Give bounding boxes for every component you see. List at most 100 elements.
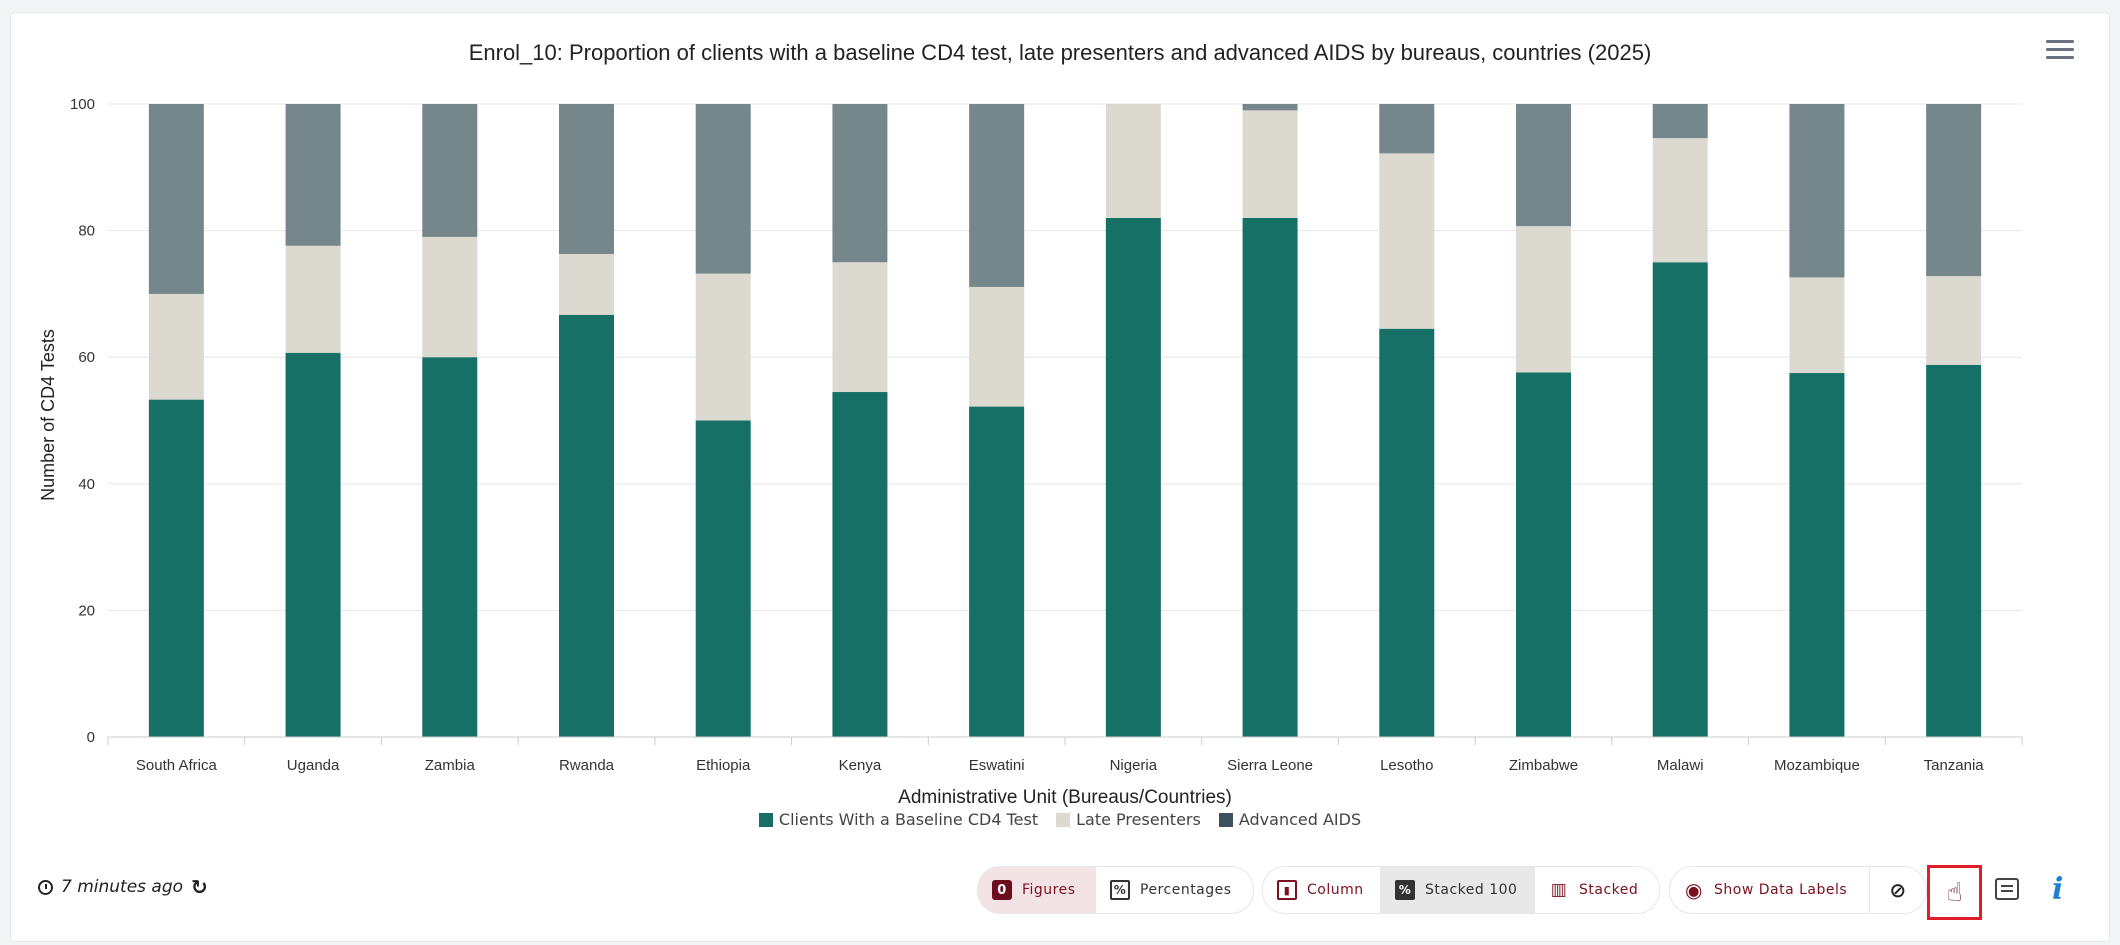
bar-segment [1242, 217, 1298, 737]
value-mode-toggle: 0 Figures % Percentages [977, 866, 1254, 914]
bar-segment [1379, 328, 1435, 737]
percent-icon: % [1110, 880, 1130, 900]
column-chart-icon: ▮ [1277, 880, 1297, 900]
legend-swatch [1056, 812, 1071, 827]
bar-segment [148, 399, 204, 737]
y-tick-label: 20 [78, 602, 95, 619]
chart-type-toggle: ▮ Column % Stacked 100 ▥ Stacked [1262, 866, 1660, 914]
chart-legend: Clients With a Baseline CD4 Test Late Pr… [0, 810, 2120, 829]
bar-segment [1926, 104, 1982, 277]
bar-segment [1242, 110, 1298, 218]
column-label: Column [1307, 882, 1364, 898]
x-tick-label: Rwanda [559, 757, 615, 774]
eye-off-icon: ⊘ [1889, 878, 1907, 902]
x-axis-label: Administrative Unit (Bureaus/Countries) [898, 787, 1232, 808]
legend-swatch [758, 812, 773, 827]
y-tick-label: 100 [70, 96, 95, 113]
bar-segment [285, 352, 341, 737]
bar-segment [969, 286, 1025, 407]
x-tick-label: Uganda [287, 757, 340, 774]
legend-label: Advanced AIDS [1238, 810, 1362, 829]
legend-label: Late Presenters [1076, 810, 1201, 829]
x-tick-label: Nigeria [1110, 757, 1158, 774]
x-tick-label: Ethiopia [696, 757, 751, 774]
show-data-labels-button[interactable]: ◉ Show Data Labels [1670, 867, 1870, 913]
stacked100-label: Stacked 100 [1425, 882, 1518, 898]
stacked100-icon: % [1395, 880, 1415, 900]
bar-segment [1789, 104, 1845, 278]
bar-segment [559, 104, 614, 255]
x-tick-label: South Africa [136, 757, 218, 774]
bar-segment [832, 104, 888, 263]
legend-label: Clients With a Baseline CD4 Test [778, 810, 1039, 829]
x-tick-label: Kenya [839, 757, 882, 774]
column-button[interactable]: ▮ Column [1263, 867, 1381, 913]
legend-swatch [1218, 812, 1233, 827]
bar-segment [148, 104, 204, 294]
bar-segment [1926, 364, 1982, 737]
clock-icon [38, 879, 53, 895]
bar-segment [1105, 104, 1161, 218]
x-tick-label: Zambia [425, 757, 476, 774]
last-updated: 7 minutes ago ↻ [38, 875, 208, 899]
bar-segment [1242, 104, 1298, 111]
last-updated-text: 7 minutes ago [61, 877, 184, 897]
bar-segment [1516, 372, 1571, 737]
x-tick-label: Tanzania [1924, 757, 1985, 774]
x-tick-label: Mozambique [1774, 757, 1860, 774]
x-tick-label: Malawi [1657, 757, 1704, 774]
y-tick-label: 40 [78, 476, 95, 493]
stacked100-button[interactable]: % Stacked 100 [1381, 867, 1535, 913]
bar-segment [969, 104, 1025, 287]
hide-data-labels-button[interactable]: ⊘ [1870, 867, 1926, 913]
figures-label: Figures [1022, 882, 1076, 898]
bar-segment [1789, 373, 1845, 737]
bar-segment [832, 392, 888, 737]
info-icon[interactable]: i [2052, 872, 2064, 907]
percentages-label: Percentages [1140, 882, 1232, 898]
bar-segment [1105, 217, 1161, 737]
stacked-chart-icon: ▥ [1550, 880, 1568, 900]
x-tick-label: Lesotho [1380, 757, 1433, 774]
bar-segment [695, 104, 751, 274]
select-pointer-button[interactable]: ☝ [1927, 865, 1982, 920]
x-tick-label: Eswatini [969, 757, 1025, 774]
data-labels-toggle: ◉ Show Data Labels ⊘ [1669, 866, 1927, 914]
bar-segment [1379, 153, 1435, 329]
chart-menu-icon[interactable] [2046, 40, 2074, 62]
bar-segment [1379, 104, 1435, 154]
bar-segment [1926, 276, 1982, 365]
bar-segment [148, 293, 204, 400]
bar-segment [695, 420, 751, 737]
bar-segment [1516, 104, 1571, 227]
show-data-labels-label: Show Data Labels [1714, 882, 1848, 898]
bar-segment [1652, 262, 1708, 737]
bar-segment [1652, 104, 1708, 139]
y-tick-label: 80 [78, 223, 95, 240]
bar-segment [285, 104, 341, 246]
percentages-button[interactable]: % Percentages [1096, 867, 1253, 913]
figures-icon: 0 [992, 880, 1012, 900]
figures-button[interactable]: 0 Figures [978, 867, 1096, 913]
bar-segment [422, 357, 478, 737]
stacked-button[interactable]: ▥ Stacked [1535, 867, 1659, 913]
y-tick-label: 60 [78, 349, 95, 366]
bar-segment [285, 245, 341, 353]
legend-item[interactable]: Late Presenters [1056, 810, 1201, 829]
legend-item[interactable]: Advanced AIDS [1218, 810, 1362, 829]
bar-segment [559, 254, 614, 315]
bar-segment [1652, 138, 1708, 263]
x-tick-label: Sierra Leone [1227, 757, 1313, 774]
bar-segment [422, 104, 478, 237]
chart-title: Enrol_10: Proportion of clients with a b… [469, 40, 1652, 65]
y-axis-label: Number of CD4 Tests [38, 329, 58, 501]
bar-segment [969, 406, 1025, 737]
legend-item[interactable]: Clients With a Baseline CD4 Test [758, 810, 1039, 829]
bar-segment [1516, 226, 1571, 373]
refresh-icon[interactable]: ↻ [191, 875, 208, 899]
bar-segment [832, 262, 888, 393]
bar-segment [695, 273, 751, 421]
stacked-label: Stacked [1579, 882, 1639, 898]
comment-icon[interactable] [1995, 878, 2019, 900]
